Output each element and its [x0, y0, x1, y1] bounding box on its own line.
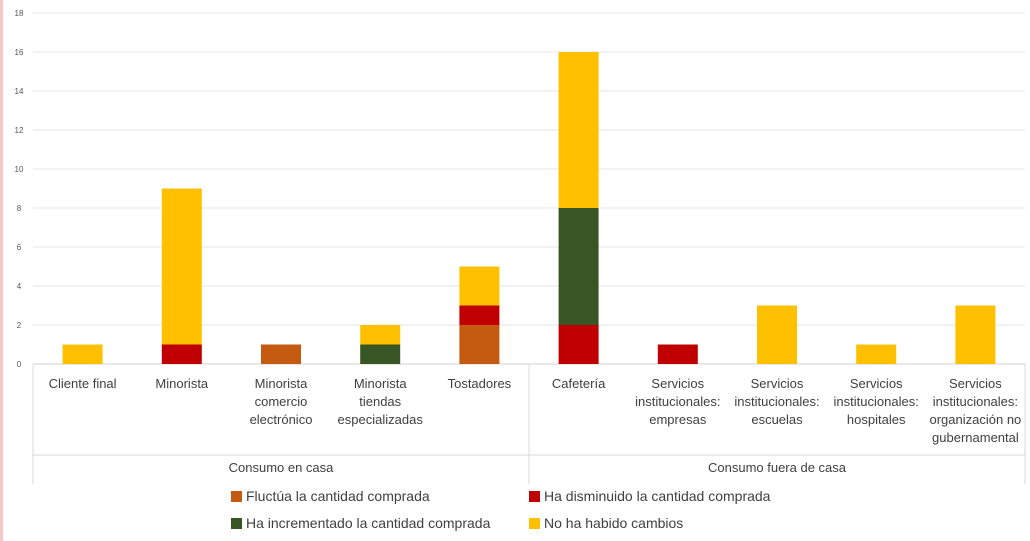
- legend-label: Fluctúa la cantidad comprada: [246, 488, 430, 504]
- bar-segment: [459, 266, 500, 306]
- y-tick-label: 18: [15, 9, 24, 18]
- bar-segment: [360, 344, 401, 364]
- stacked-bar-chart: 0 2 4 6 8 10 12 14 16 18 Cliente final Minorista Mi…: [15, 9, 1026, 531]
- category-label: Servicios institucionales: empresas: [635, 376, 720, 427]
- category-label: Minorista: [155, 376, 209, 391]
- y-tick-label: 10: [15, 165, 24, 174]
- bar-segment: [955, 305, 996, 364]
- bar-segment: [757, 305, 797, 364]
- group-label: Consumo fuera de casa: [708, 460, 847, 475]
- group-label: Consumo en casa: [229, 460, 335, 475]
- category-label: Minorista comercio electrónico: [250, 376, 313, 427]
- bar-segment: [360, 325, 401, 345]
- legend: Fluctúa la cantidad comprada Ha disminuid…: [231, 488, 771, 531]
- bar-segment: [558, 208, 599, 325]
- legend-label: Ha disminuido la cantidad comprada: [544, 488, 771, 504]
- bar-segment: [161, 188, 202, 345]
- category-labels: Cliente final Minorista Minorista comercio e…: [49, 376, 1022, 445]
- bar-segment: [161, 344, 202, 364]
- bar-segment: [459, 305, 500, 325]
- y-tick-label: 16: [15, 48, 24, 57]
- category-label: Cafetería: [552, 376, 606, 391]
- y-tick-label: 2: [17, 321, 22, 330]
- bar-segment: [657, 344, 698, 364]
- y-tick-label: 0: [17, 360, 22, 369]
- legend-label: No ha habido cambios: [544, 515, 683, 531]
- category-label: Servicios institucionales: organización no…: [930, 376, 1022, 445]
- bars: [62, 52, 996, 364]
- group-labels: Consumo en casa Consumo fuera de casa: [229, 460, 847, 475]
- y-tick-label: 8: [17, 204, 22, 213]
- category-label: Cliente final: [49, 376, 117, 391]
- bar-segment: [558, 52, 599, 208]
- bar-segment: [62, 344, 103, 364]
- y-tick-label: 4: [17, 282, 22, 291]
- legend-swatch: [231, 518, 242, 529]
- category-axis: [32, 364, 1026, 484]
- category-label: Servicios institucionales: escuelas: [734, 376, 819, 427]
- legend-swatch: [231, 491, 242, 502]
- bar-segment: [856, 344, 897, 364]
- legend-label: Ha incrementado la cantidad comprada: [246, 515, 491, 531]
- legend-swatch: [529, 491, 540, 502]
- bar-segment: [261, 344, 301, 364]
- bar-segment: [459, 325, 500, 364]
- legend-swatch: [529, 518, 540, 529]
- y-tick-label: 14: [15, 87, 24, 96]
- category-label: Tostadores: [448, 376, 512, 391]
- y-tick-label: 6: [17, 243, 22, 252]
- category-label: Servicios institucionales: hospitales: [834, 376, 919, 427]
- y-axis-tick-labels: 0 2 4 6 8 10 12 14 16 18: [15, 9, 24, 369]
- bar-segment: [558, 325, 599, 364]
- category-label: Minorista tiendas especializadas: [338, 376, 424, 427]
- y-tick-label: 12: [15, 126, 24, 135]
